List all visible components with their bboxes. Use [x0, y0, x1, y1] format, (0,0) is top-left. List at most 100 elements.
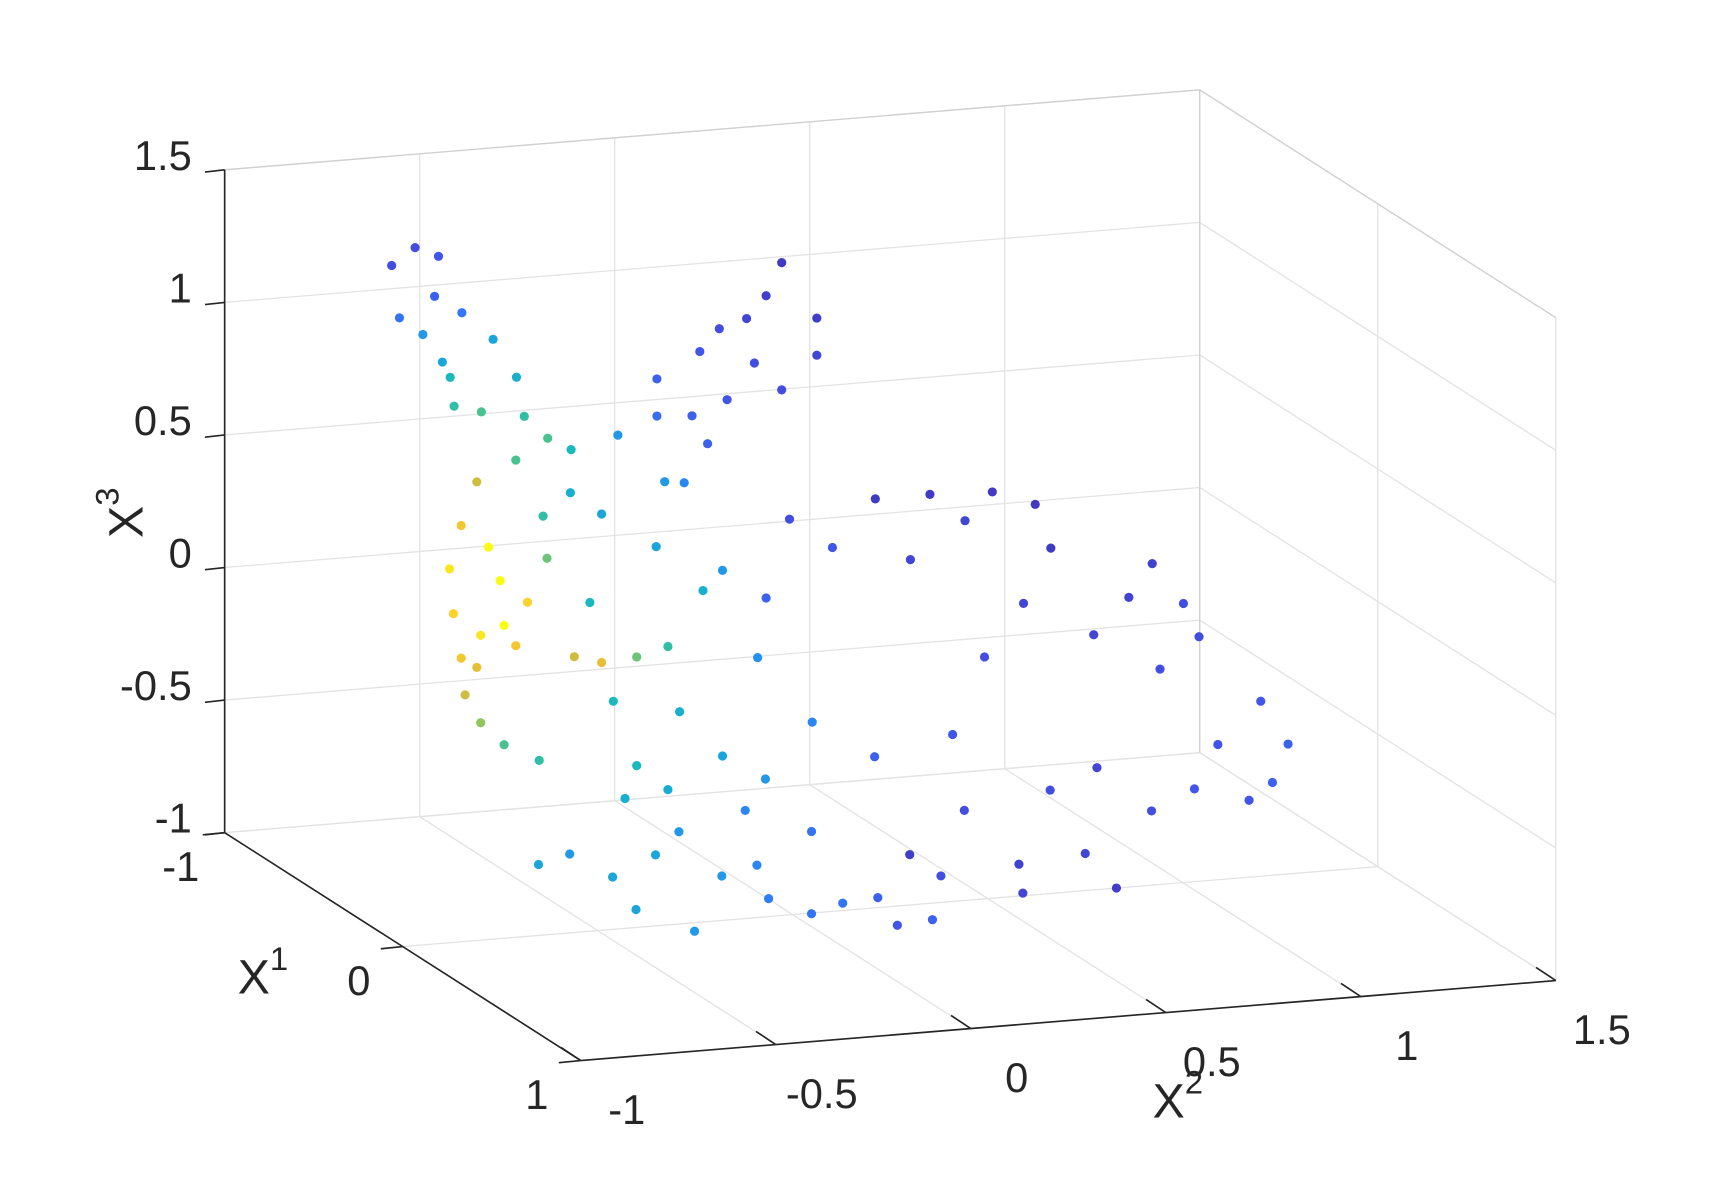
point [717, 751, 728, 761]
y-tick [1535, 966, 1557, 982]
point [870, 752, 880, 762]
point [695, 346, 705, 357]
point [806, 826, 817, 837]
y-tick [1145, 998, 1167, 1014]
point [660, 477, 670, 487]
point [905, 555, 916, 565]
point [632, 652, 642, 662]
z-tick-label: 0.5 [134, 397, 192, 444]
point [538, 511, 548, 521]
y-tick [560, 1046, 582, 1062]
point [585, 597, 595, 608]
point [543, 433, 553, 443]
point [960, 516, 970, 526]
point [565, 488, 576, 498]
point [987, 487, 997, 497]
point [460, 690, 470, 700]
point [812, 313, 822, 323]
point [740, 805, 750, 816]
x-tick-label: 1 [525, 1071, 548, 1118]
y-tick [1340, 982, 1362, 998]
point [456, 520, 466, 531]
point [597, 657, 607, 668]
point [777, 385, 787, 395]
point [1014, 859, 1024, 869]
point [936, 871, 946, 881]
point [476, 718, 486, 728]
grid-line [224, 221, 1200, 304]
point [1189, 784, 1200, 794]
y-tick-label: -1 [608, 1086, 645, 1133]
z-tick [204, 301, 225, 306]
point [1244, 795, 1254, 805]
point [650, 850, 661, 860]
point [418, 329, 428, 340]
point [456, 653, 466, 663]
grid-line [224, 752, 1200, 834]
point [476, 407, 486, 417]
point [892, 920, 902, 930]
z-axis-label-sup: 3 [88, 488, 125, 506]
point [679, 478, 689, 488]
point [566, 444, 576, 455]
point [499, 620, 509, 631]
point [714, 324, 724, 334]
z-tick-label: 1.5 [134, 132, 192, 179]
z-tick-label: 1 [169, 264, 192, 311]
point [483, 542, 494, 552]
point [927, 915, 938, 925]
point [777, 258, 787, 268]
point [651, 542, 661, 552]
point [437, 357, 447, 367]
point [533, 859, 544, 870]
point [1030, 499, 1040, 509]
point [542, 553, 552, 563]
point [597, 509, 607, 519]
point [652, 374, 662, 384]
z-tick [204, 699, 225, 704]
point [522, 597, 533, 607]
point [569, 652, 579, 662]
y-tick-label: 0 [1005, 1054, 1028, 1101]
point [689, 926, 700, 936]
x-tick [558, 1059, 581, 1064]
point [444, 564, 455, 574]
point [620, 793, 630, 804]
y-tick-label: 0.5 [1183, 1038, 1241, 1085]
point [449, 401, 459, 411]
y-axis [580, 979, 1556, 1062]
point [1045, 785, 1055, 795]
point [429, 291, 440, 302]
point [698, 585, 708, 596]
grid-line [402, 865, 1378, 948]
point [410, 243, 420, 253]
box-edge [224, 89, 1200, 171]
point [534, 755, 544, 766]
point [1124, 592, 1134, 602]
point [445, 372, 455, 382]
point [1018, 598, 1029, 608]
y-tick [950, 1014, 972, 1030]
point [608, 696, 618, 706]
point [749, 358, 760, 368]
point [476, 630, 486, 640]
point [608, 872, 618, 882]
point [1283, 739, 1293, 749]
point [519, 411, 529, 421]
y-axis-label-text: X [1153, 1074, 1185, 1128]
z-tick-label: -0.5 [120, 662, 192, 709]
point [1178, 598, 1189, 609]
point [905, 850, 915, 860]
point [717, 871, 727, 881]
point [387, 260, 397, 271]
point [511, 372, 522, 382]
point [764, 894, 774, 904]
grid-line [224, 354, 1200, 436]
point [472, 477, 482, 487]
point [1089, 630, 1099, 640]
y-tick-label: -0.5 [786, 1070, 858, 1117]
y-tick-label: 1 [1395, 1022, 1418, 1069]
point [873, 893, 883, 903]
point [631, 904, 641, 915]
